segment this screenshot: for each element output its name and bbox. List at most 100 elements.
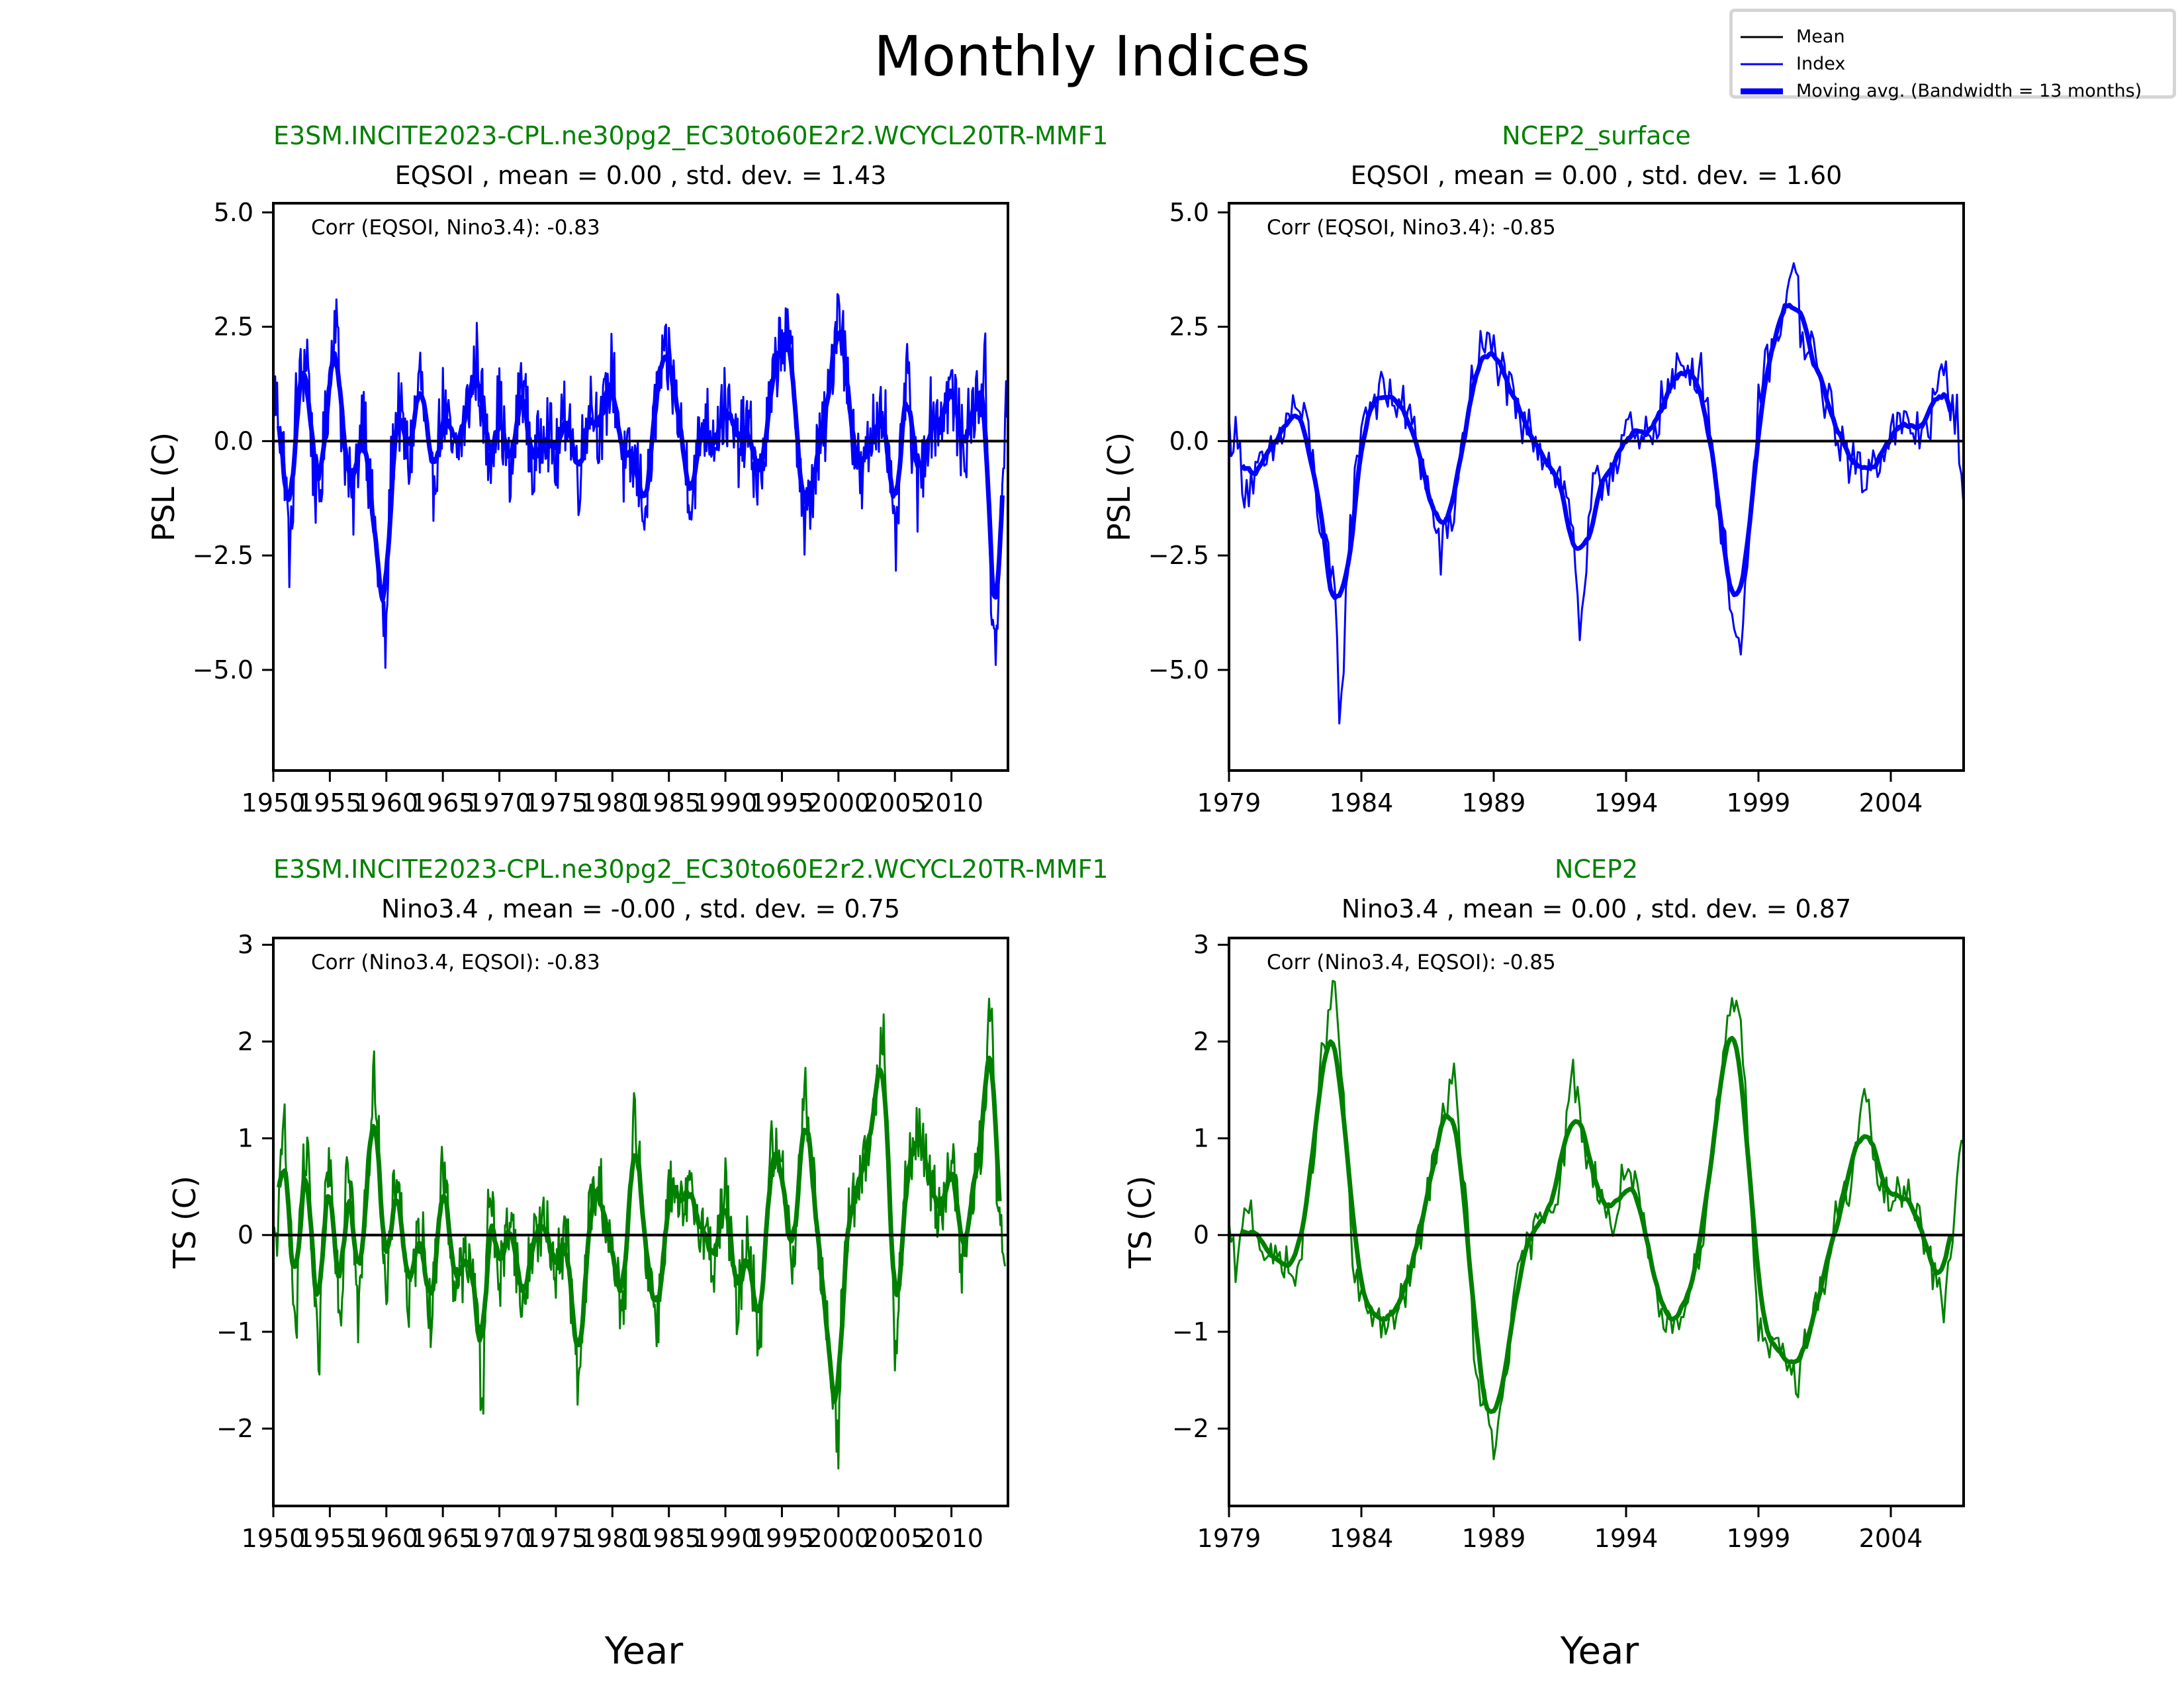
panel-dataset-title: E3SM.INCITE2023-CPL.ne30pg2_EC30to60E2r2…: [273, 121, 1109, 150]
moving-avg-line: [1241, 1035, 1953, 1414]
x-tick-label: 2000: [806, 1524, 870, 1553]
panel-dataset-title: NCEP2: [1554, 855, 1639, 884]
y-tick-label: 0: [238, 1221, 253, 1250]
axes-frame: [1228, 202, 1965, 772]
x-tick-label: 2004: [1859, 788, 1923, 818]
moving-avg-line: [1240, 303, 1953, 600]
x-tick-label: 1989: [1462, 788, 1526, 818]
x-tick-label: 1955: [298, 1524, 362, 1553]
x-tick-label: 1960: [354, 1524, 418, 1553]
y-tick-label: −2: [1172, 1414, 1209, 1443]
x-tick-label: 1955: [298, 788, 362, 818]
moving-avg-line: [277, 1055, 1002, 1404]
x-tick-label: 1999: [1727, 788, 1791, 818]
x-tick-label: 2000: [806, 788, 870, 818]
y-tick-label: −2.5: [1148, 541, 1209, 570]
y-tick-label: −1: [1172, 1317, 1209, 1346]
x-tick-label: 1984: [1330, 1524, 1394, 1553]
x-tick-label: 1979: [1197, 1524, 1261, 1553]
legend-swatch-moving-avg: [1741, 88, 1783, 95]
y-tick-label: 2: [238, 1027, 253, 1056]
panel-model-nino34: 3 2 1 0 −1 −2 19501955196019651970197519801985…: [167, 930, 1009, 1553]
panel-title: Nino3.4 , mean = -0.00 , std. dev. = 0.7…: [381, 894, 900, 923]
x-tick-label: 1960: [354, 788, 418, 818]
x-tick-label: 1984: [1330, 788, 1394, 818]
x-tick-label: 1980: [580, 1524, 645, 1553]
y-tick-label: −2.5: [193, 541, 253, 570]
panel-model-eqsoi: 5.0 2.5 0.0 −2.5 −5.0 19501955196019651970197…: [146, 198, 1009, 818]
x-tick-label: 1995: [750, 788, 814, 818]
legend-label-index: Index: [1796, 54, 1846, 74]
y-axis-label: PSL (C): [1101, 432, 1137, 541]
panel-dataset-title: E3SM.INCITE2023-CPL.ne30pg2_EC30to60E2r2…: [273, 855, 1109, 884]
axes-frame: [272, 937, 1009, 1507]
panel-title: Nino3.4 , mean = 0.00 , std. dev. = 0.87: [1341, 894, 1852, 923]
y-tick-label: 1: [238, 1124, 253, 1153]
panel-title: EQSOI , mean = 0.00 , std. dev. = 1.60: [1350, 161, 1843, 190]
index-line: [273, 293, 1008, 669]
x-axis-label-right: Year: [1560, 1630, 1639, 1673]
x-tick-label: 1975: [524, 1524, 588, 1553]
y-tick-label: 2: [1193, 1027, 1209, 1056]
axes-frame: [272, 202, 1009, 772]
figure-title: Monthly Indices: [874, 24, 1310, 89]
y-tick-label: 1: [1193, 1124, 1209, 1153]
legend: Mean Index Moving avg. (Bandwidth = 13 m…: [1729, 9, 2176, 101]
x-tick-label: 2005: [863, 1524, 927, 1553]
index-line: [1229, 980, 1964, 1460]
legend-label-mean: Mean: [1796, 26, 1845, 47]
y-tick-label: 0.0: [214, 426, 253, 455]
panel-dataset-title: NCEP2_surface: [1502, 121, 1691, 150]
y-tick-label: 0.0: [1169, 426, 1209, 455]
legend-swatch-index: [1741, 63, 1783, 66]
y-axis-label: TS (C): [1122, 1176, 1158, 1269]
x-tick-label: 1950: [242, 788, 306, 818]
y-tick-label: −2: [216, 1414, 253, 1443]
x-tick-label: 2005: [863, 788, 927, 818]
y-axis-label: TS (C): [167, 1176, 203, 1269]
x-tick-label: 1975: [524, 788, 588, 818]
correlation-annotation: Corr (EQSOI, Nino3.4): -0.83: [311, 216, 600, 240]
x-tick-label: 1999: [1727, 1524, 1791, 1553]
x-tick-label: 1985: [637, 1524, 701, 1553]
x-tick-label: 2004: [1859, 1524, 1923, 1553]
x-tick-label: 1990: [694, 788, 758, 818]
x-tick-label: 1985: [637, 788, 701, 818]
x-tick-label: 1995: [750, 1524, 814, 1553]
y-tick-label: 2.5: [1169, 312, 1209, 342]
y-tick-label: 2.5: [214, 312, 253, 342]
correlation-annotation: Corr (EQSOI, Nino3.4): -0.85: [1267, 216, 1556, 240]
legend-swatch-mean: [1741, 36, 1783, 38]
y-tick-label: 3: [1193, 930, 1209, 959]
y-tick-label: 5.0: [1169, 198, 1209, 227]
y-tick-label: −5.0: [1148, 655, 1209, 684]
x-tick-label: 1965: [411, 1524, 475, 1553]
correlation-annotation: Corr (Nino3.4, EQSOI): -0.85: [1267, 951, 1556, 974]
y-tick-label: −1: [216, 1317, 253, 1346]
y-tick-label: 5.0: [214, 198, 253, 227]
panel-title: EQSOI , mean = 0.00 , std. dev. = 1.43: [394, 161, 887, 190]
legend-label-moving-avg: Moving avg. (Bandwidth = 13 months): [1796, 81, 2142, 101]
panel-obs-eqsoi: 5.0 2.5 0.0 −2.5 −5.0 1979 1984 1989 1994 1999 200…: [1101, 198, 1965, 818]
x-tick-label: 2010: [919, 1524, 983, 1553]
y-tick-label: 3: [238, 930, 253, 959]
index-line: [1229, 262, 1964, 725]
x-tick-label: 1950: [242, 1524, 306, 1553]
x-tick-label: 1980: [580, 788, 645, 818]
correlation-annotation: Corr (Nino3.4, EQSOI): -0.83: [311, 951, 600, 974]
x-axis-label-left: Year: [604, 1630, 684, 1673]
x-tick-label: 1994: [1594, 788, 1659, 818]
moving-avg-line: [277, 329, 1005, 602]
x-tick-label: 1994: [1594, 1524, 1659, 1553]
y-tick-label: 0: [1193, 1221, 1209, 1250]
axes-frame: [1228, 937, 1965, 1507]
x-tick-label: 1989: [1462, 1524, 1526, 1553]
x-tick-label: 1990: [694, 1524, 758, 1553]
x-tick-label: 1970: [467, 1524, 531, 1553]
x-tick-label: 2010: [919, 788, 983, 818]
y-tick-label: −5.0: [193, 655, 253, 684]
x-tick-label: 1979: [1197, 788, 1261, 818]
x-tick-label: 1965: [411, 788, 475, 818]
panel-obs-nino34: 3 2 1 0 −1 −2 1979 1984 1989 1994 1999 2004 TS (C) Co…: [1122, 930, 1965, 1553]
